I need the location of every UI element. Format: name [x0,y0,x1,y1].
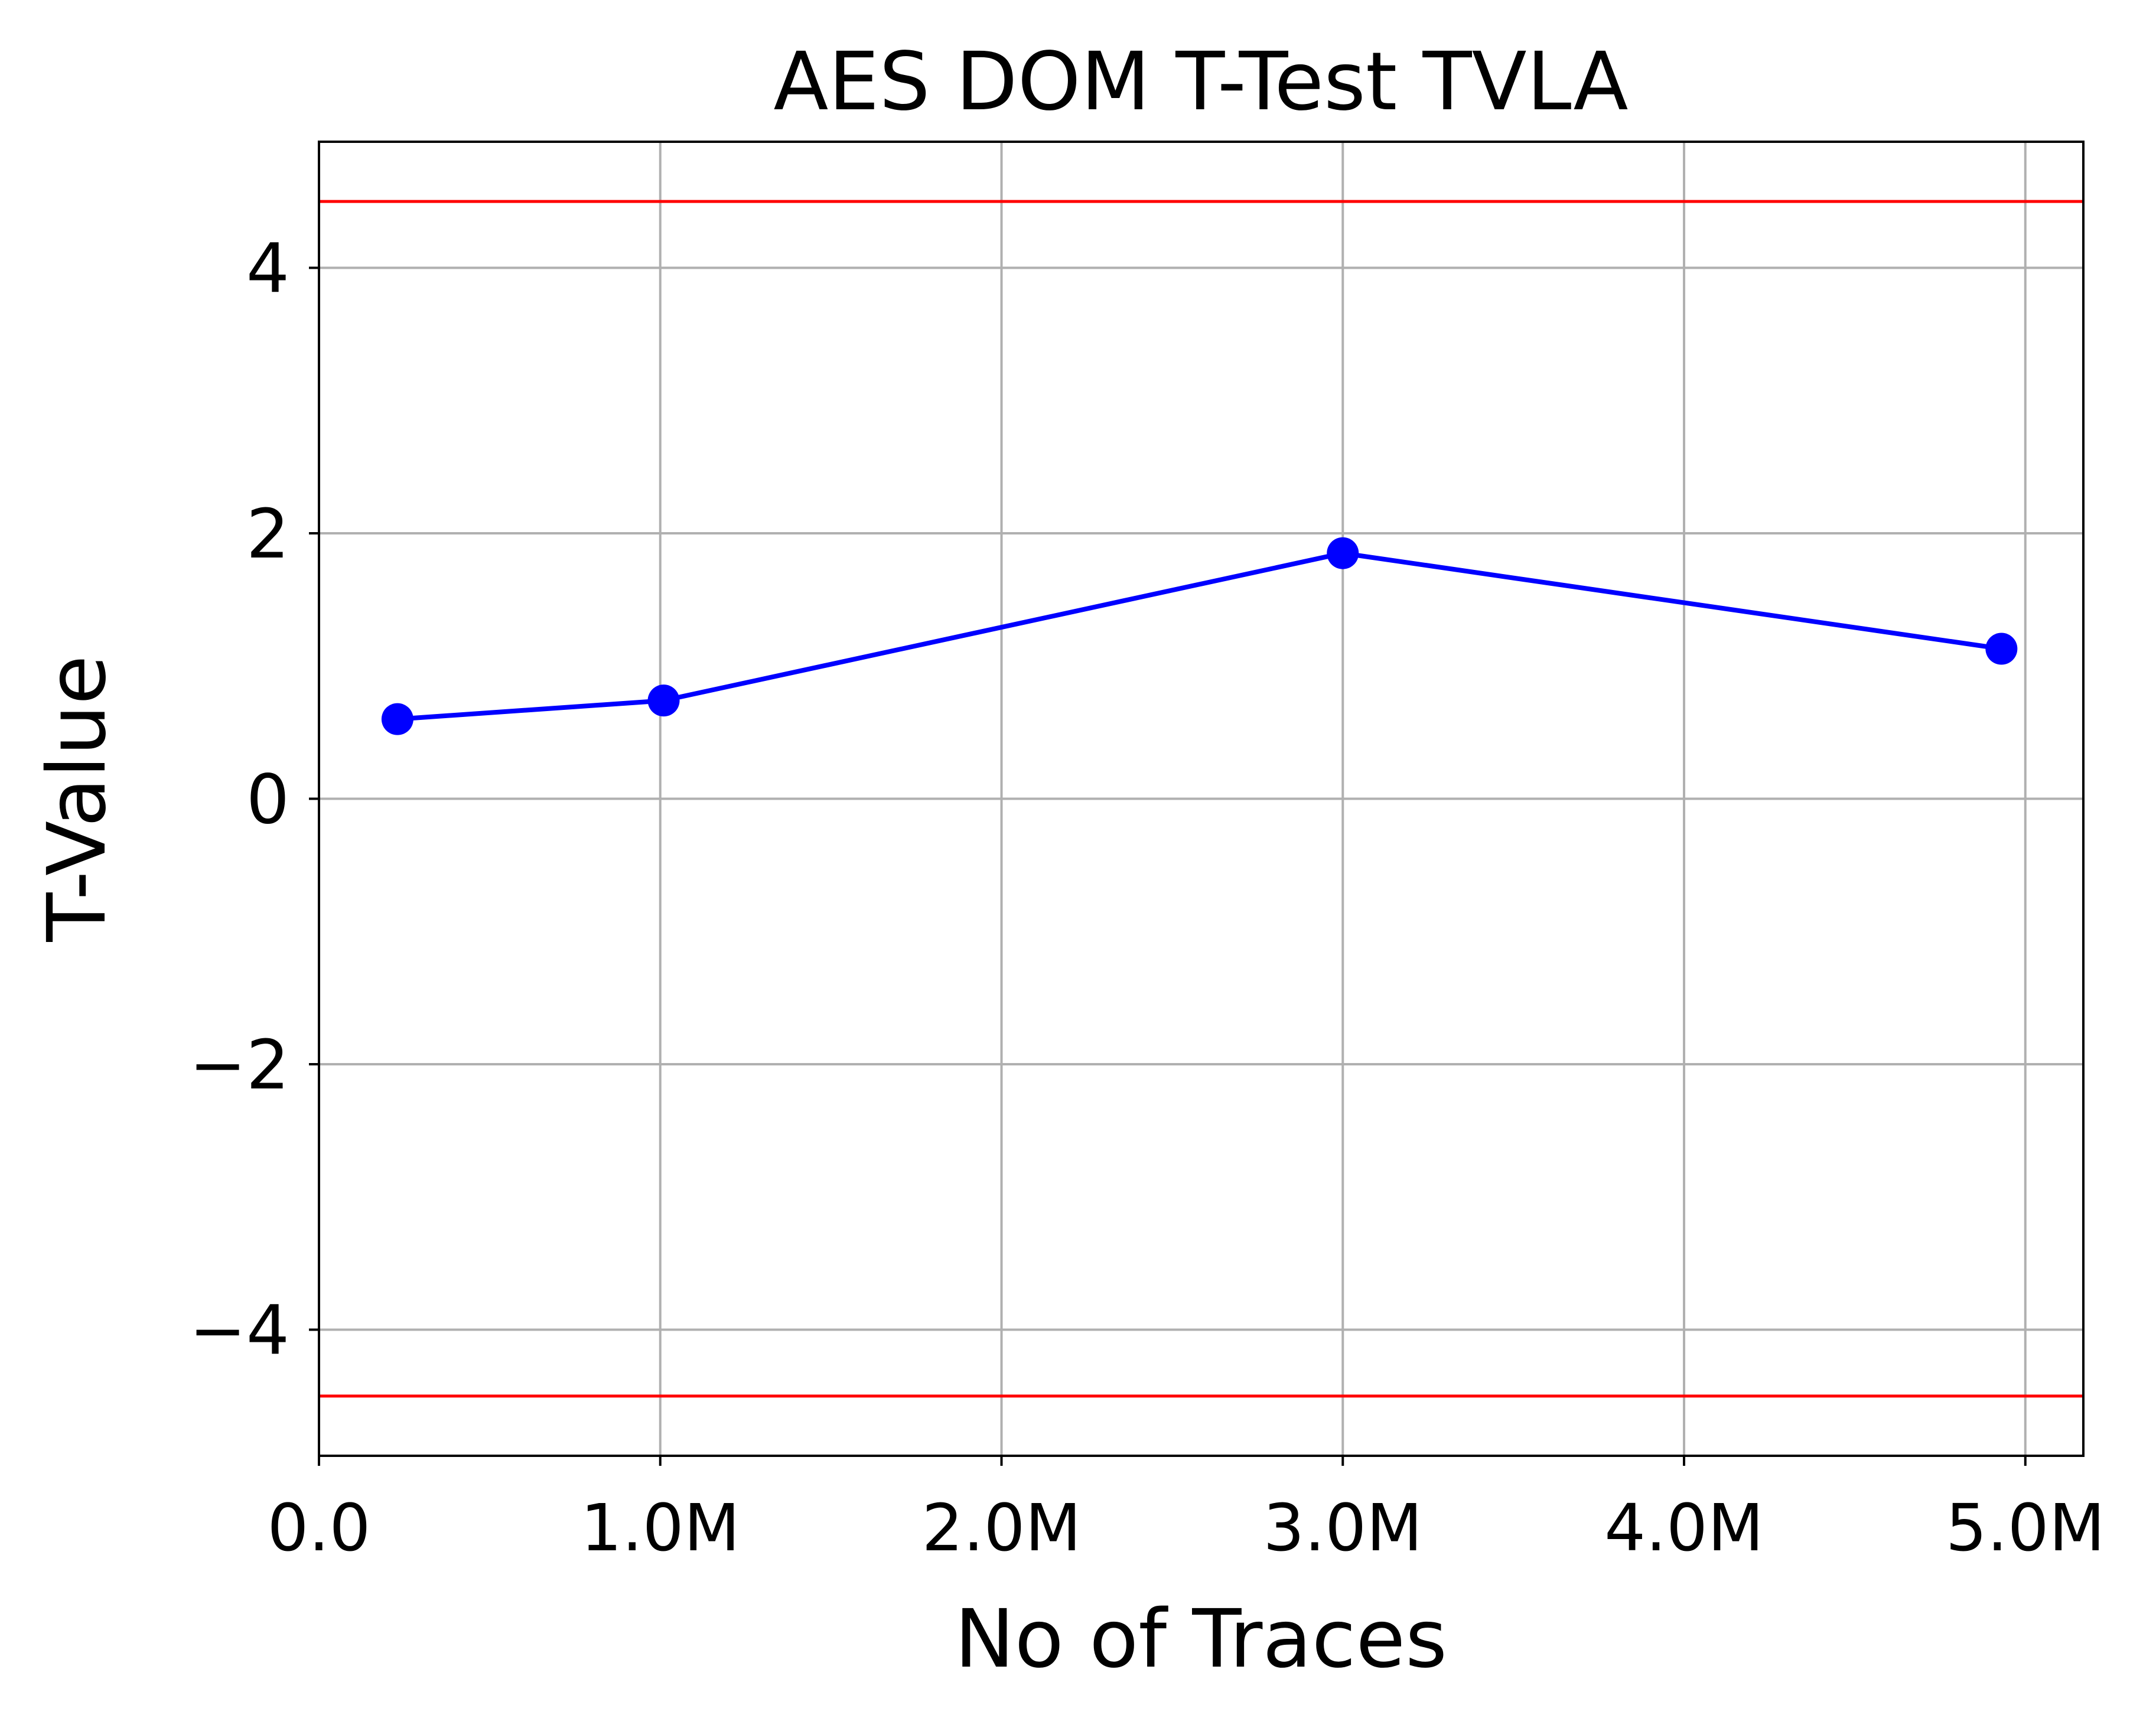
x-tick-label: 2.0M [922,1490,1082,1566]
data-point [381,703,413,735]
x-axis-label: No of Traces [955,1593,1447,1686]
data-point [647,684,680,717]
x-tick-label: 5.0M [1946,1490,2105,1566]
x-axis-ticks: 0.0 1.0M 2.0M 3.0M 4.0M 5.0M [268,1456,2105,1566]
y-tick-label: −4 [189,1291,289,1370]
y-axis-ticks: 4 2 0 −2 −4 [189,230,319,1370]
series-layer [381,537,2018,735]
y-tick-label: 4 [246,230,289,309]
y-tick-label: 0 [246,761,289,840]
data-point [1327,537,1359,569]
x-tick-label: 4.0M [1604,1490,1764,1566]
x-tick-label: 3.0M [1263,1490,1422,1566]
y-tick-label: 2 [246,495,289,574]
x-tick-label: 0.0 [268,1490,371,1566]
data-point [1985,633,2018,665]
y-tick-label: −2 [189,1026,289,1105]
y-axis-label: T-Value [31,655,124,942]
grid-lines [318,142,2083,1456]
series-line [397,550,2002,722]
chart-title: AES DOM T-Test TVLA [773,35,1628,129]
threshold-lines [319,200,2083,1398]
x-tick-label: 1.0M [581,1490,740,1566]
